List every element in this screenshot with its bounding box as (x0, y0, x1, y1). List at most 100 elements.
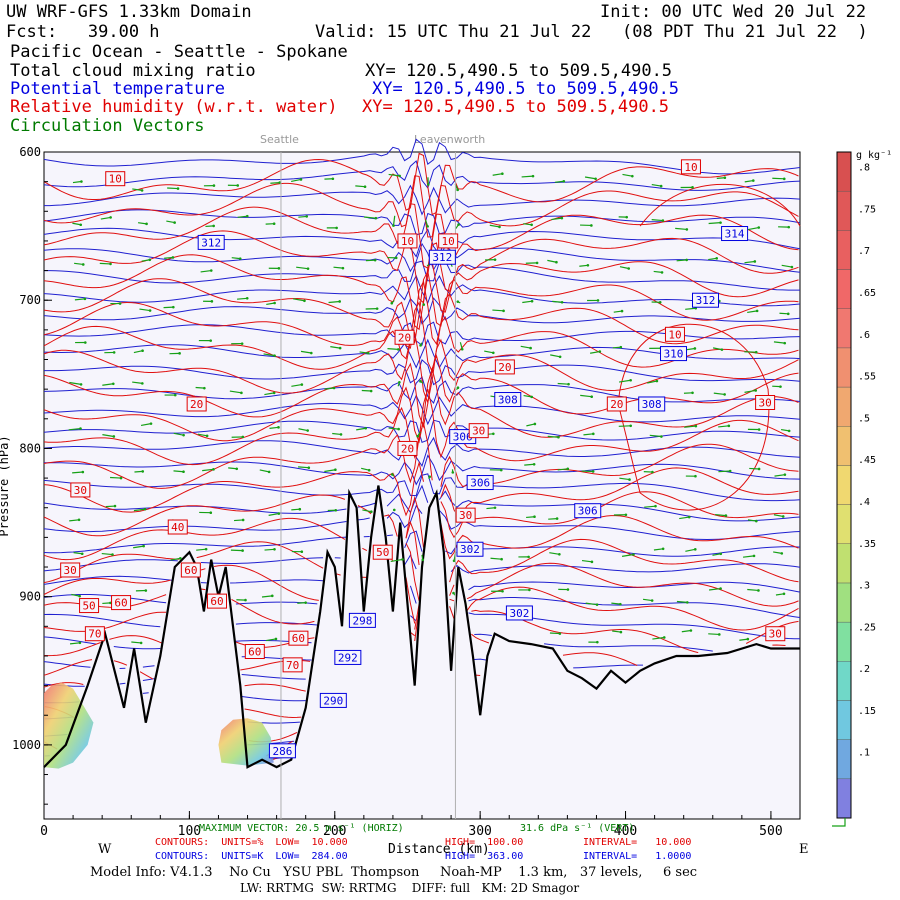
footer-rh-contours: CONTOURS: UNITS=% LOW= 10.000 (155, 837, 348, 848)
vector-head (109, 601, 112, 605)
rh-label: 20 (398, 331, 411, 344)
vector-head (686, 601, 689, 604)
vector-head (111, 553, 114, 556)
circulation-vector (361, 389, 372, 392)
circulation-vector (292, 298, 305, 302)
rh-label-box (111, 595, 132, 611)
vector-head (492, 351, 495, 355)
vector-head (619, 345, 623, 349)
vector-head (786, 312, 790, 316)
circulation-vector (233, 519, 244, 522)
vector-head (244, 598, 247, 602)
circulation-vector (266, 302, 275, 306)
theta-contour (573, 664, 643, 669)
y-tick-label: 800 (19, 441, 41, 455)
circulation-vector (263, 353, 275, 357)
circulation-vector (362, 509, 372, 513)
circulation-vector (133, 350, 143, 354)
circulation-vector (581, 559, 593, 563)
vector-head (300, 550, 304, 553)
vector-head (532, 462, 536, 466)
vector-head (757, 226, 761, 229)
vector-head (629, 424, 632, 428)
vector-head (238, 257, 242, 260)
vector-head (332, 386, 336, 390)
circulation-vector (228, 467, 237, 470)
theta-contour (43, 575, 172, 585)
theta-contour (241, 674, 306, 680)
circulation-vector (744, 389, 756, 393)
vector-head (236, 184, 240, 187)
circulation-vector (205, 225, 214, 228)
circulation-vector (585, 602, 598, 606)
circulation-vector (102, 434, 114, 438)
circulation-vector (359, 351, 369, 354)
circulation-vector (708, 257, 717, 261)
theta-contour (43, 297, 801, 325)
vector-head (178, 352, 181, 355)
circulation-vector (520, 345, 531, 349)
x-tick-label: 100 (178, 824, 201, 839)
theta-label-box (638, 396, 666, 412)
rh-contour (449, 584, 455, 596)
vector-head (500, 557, 503, 561)
vector-head (212, 184, 216, 187)
circulation-vector (100, 216, 111, 220)
colorbar-label: .65 (858, 288, 876, 299)
vector-head (203, 386, 206, 390)
circulation-vector (773, 341, 785, 344)
theta-contour (468, 597, 801, 618)
circulation-vector (547, 259, 557, 263)
rh-label-box (394, 329, 415, 345)
rh-contour (196, 541, 324, 569)
vector-head (277, 267, 281, 270)
theta-contour (43, 138, 801, 175)
rh-contour (440, 515, 799, 560)
rh-label-box (755, 394, 776, 410)
circulation-vector (200, 269, 212, 273)
circulation-vector (356, 427, 366, 431)
theta-contour (474, 658, 487, 661)
circulation-vector (298, 466, 309, 469)
circulation-vector (651, 183, 662, 187)
vector-head (139, 641, 143, 645)
circulation-vector (328, 300, 340, 304)
circulation-vector (523, 223, 532, 226)
theta-label-box (505, 605, 533, 621)
rh-label-box (60, 562, 81, 578)
vector-head (560, 300, 564, 304)
rh-contour (440, 443, 799, 488)
vector-head (757, 467, 761, 471)
theta-contour (386, 504, 423, 529)
rh-contour (231, 598, 315, 625)
circulation-vector (549, 552, 560, 555)
circulation-vector (621, 553, 634, 557)
vector-head (390, 473, 394, 476)
circulation-vector (773, 551, 782, 554)
circulation-vector (679, 516, 690, 520)
y-axis-title: Pressure (hPa) (0, 435, 11, 536)
vector-head (173, 393, 177, 397)
vector-head (182, 470, 185, 474)
vector-head (428, 475, 431, 479)
vector-head (77, 518, 81, 522)
vector-head (629, 378, 632, 382)
vector-head (298, 507, 302, 511)
theta-label: 308 (642, 398, 662, 411)
circulation-vector (73, 552, 83, 555)
vector-head (141, 470, 145, 473)
vector-head (694, 424, 698, 428)
vector-head (727, 424, 731, 428)
colorbar-label: .45 (858, 455, 876, 466)
vector-head (78, 641, 82, 645)
rh-label-box (79, 598, 100, 614)
vector-head (310, 351, 313, 355)
footer-max-vector: MAXIMUM VECTOR: 20.5 m s⁻¹ (HORIZ) (199, 823, 404, 834)
vector-head (591, 470, 595, 473)
field-xy-cloud: XY= 120.5,490.5 to 509.5,490.5 (365, 61, 673, 81)
vector-head (655, 379, 659, 383)
circulation-vector (523, 394, 532, 398)
vector-head (176, 187, 180, 190)
rh-label-box (288, 630, 309, 646)
vector-head (370, 510, 373, 514)
